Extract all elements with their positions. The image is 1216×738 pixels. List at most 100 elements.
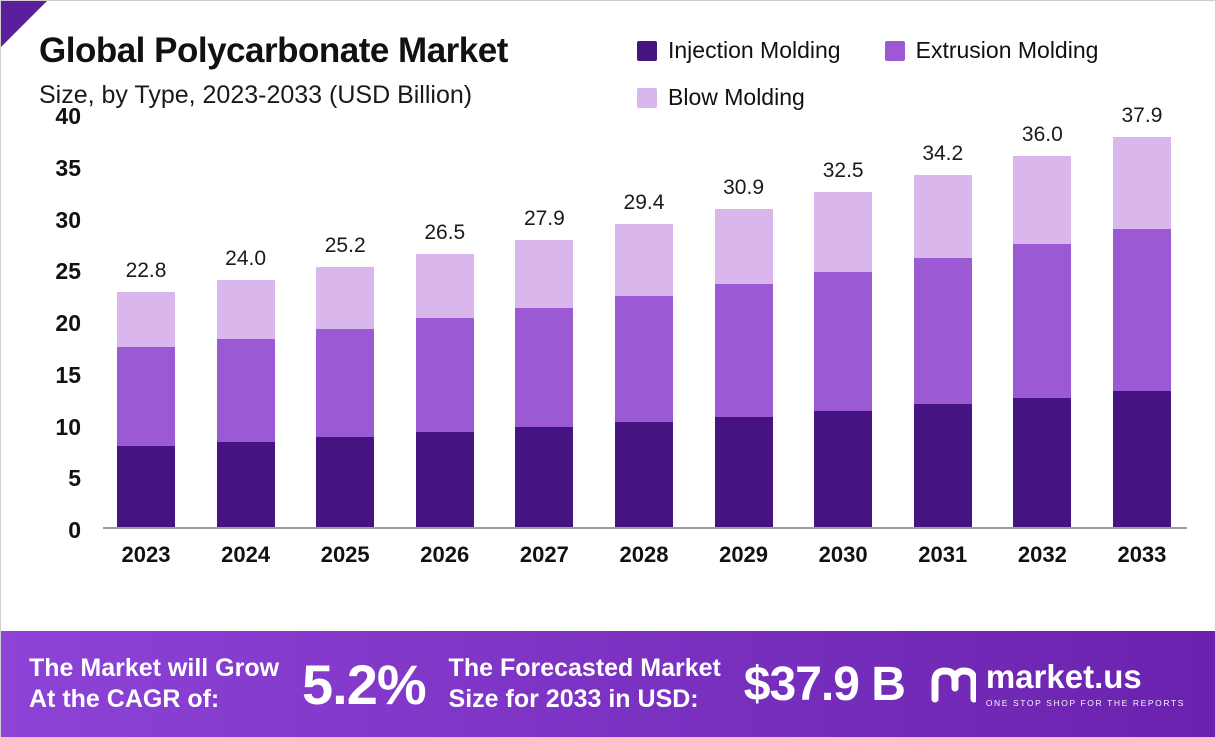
x-tick-label: 2028	[619, 542, 669, 567]
x-tick-label: 2025	[320, 542, 370, 567]
bar-segment-extrusion-molding	[1013, 243, 1072, 399]
bar-column: 32.5	[814, 159, 873, 527]
x-tick-label: 2033	[1117, 542, 1167, 567]
y-tick-label: 20	[55, 310, 81, 336]
cagr-caption: The Market will Grow At the CAGR of:	[29, 653, 279, 716]
bar-segment-extrusion-molding	[515, 307, 574, 428]
forecast-value: $37.9 B	[743, 657, 906, 711]
bar-segment-blow-molding	[117, 292, 175, 347]
bar-total-label: 27.9	[523, 206, 565, 230]
legend-swatch-icon	[884, 40, 905, 61]
bar-column: 25.2	[316, 234, 375, 527]
bar-segment-extrusion-molding	[814, 271, 873, 411]
bar-segment-injection-molding	[415, 432, 474, 527]
legend: Injection Molding Extrusion Molding Blow M…	[637, 31, 1177, 111]
y-tick-label: 0	[68, 517, 81, 543]
forecast-caption-line2: Size for 2033 in USD:	[448, 685, 699, 713]
bar-stack	[216, 279, 275, 527]
chart-area: 0 5 10 15 20 25 30 35 40 22.8 24.0 25.2 26.5 27.9 29.…	[31, 103, 1187, 631]
bar-segment-blow-molding	[1013, 156, 1072, 244]
chart-subtitle: Size, by Type, 2023-2033 (USD Billion)	[39, 81, 473, 110]
bar-total-label: 34.2	[922, 141, 964, 165]
brand-name: market.us	[985, 658, 1142, 695]
bar-total-label: 32.5	[822, 159, 864, 183]
cagr-value: 5.2%	[301, 652, 427, 716]
bar-segment-blow-molding	[415, 254, 474, 318]
x-tick-label: 2024	[221, 542, 271, 567]
bar-total-label: 22.8	[125, 259, 167, 283]
bar-segment-injection-molding	[515, 427, 574, 527]
legend-label: Injection Molding	[668, 37, 841, 63]
x-tick-label: 2030	[818, 542, 868, 567]
bar-stack	[415, 254, 474, 527]
bar-stack	[1112, 136, 1171, 527]
bar-total-label: 25.2	[324, 234, 366, 258]
forecast-caption-line1: The Forecasted Market	[448, 653, 721, 682]
forecast-caption: The Forecasted Market Size for 2033 in U…	[449, 653, 721, 716]
bar-segment-injection-molding	[913, 404, 972, 527]
bar-segment-extrusion-molding	[415, 317, 474, 433]
bar-segment-injection-molding	[1013, 398, 1072, 527]
bar-column: 27.9	[515, 206, 574, 527]
header: Global Polycarbonate Market Size, by Typ…	[1, 1, 1215, 111]
x-tick-label: 2027	[519, 542, 569, 567]
legend-swatch-icon	[637, 87, 657, 108]
bar-column: 37.9	[1112, 103, 1171, 527]
bar-segment-extrusion-molding	[714, 283, 773, 417]
bar-total-label: 36.0	[1021, 123, 1063, 147]
y-tick-label: 40	[55, 103, 81, 129]
bar-segment-extrusion-molding	[913, 258, 972, 405]
brand-logo: market.us ONE STOP SHOP FOR THE REPORTS	[928, 660, 1185, 708]
bar-stack	[117, 292, 175, 527]
bar-stack	[1013, 156, 1072, 527]
legend-label: Extrusion Molding	[915, 37, 1099, 63]
bar-segment-extrusion-molding	[117, 346, 175, 446]
market-us-logo-icon	[931, 667, 976, 703]
y-tick-label: 5	[68, 465, 81, 492]
cagr-caption-line2: At the CAGR of:	[29, 685, 220, 713]
bar-stack	[913, 174, 972, 527]
bar-segment-blow-molding	[913, 174, 972, 259]
legend-item: Blow Molding	[637, 84, 805, 111]
y-tick-label: 15	[55, 361, 81, 388]
bar-column: 36.0	[1013, 123, 1072, 527]
bar-total-label: 24.0	[225, 246, 267, 270]
y-tick-label: 35	[55, 154, 81, 181]
title-block: Global Polycarbonate Market Size, by Typ…	[39, 31, 508, 110]
bar-segment-blow-molding	[714, 208, 773, 284]
y-axis: 0 5 10 15 20 25 30 35 40	[31, 103, 89, 543]
bar-column: 22.8	[117, 259, 175, 527]
bar-segment-blow-molding	[216, 279, 275, 339]
bar-stack	[316, 267, 375, 527]
x-axis: 2023 2024 2025 2026 2027 2028 2029 2030 2031 2032…	[103, 542, 1187, 568]
x-tick-label: 2026	[420, 542, 470, 567]
cagr-caption-line1: The Market will Grow	[29, 653, 280, 682]
bar-segment-extrusion-molding	[216, 338, 275, 442]
bar-segment-blow-molding	[1112, 136, 1171, 230]
bar-column: 30.9	[714, 175, 773, 527]
bars-plot: 22.8 24.0 25.2 26.5 27.9 29.4 30.9 32.5 34.2 36.0…	[103, 104, 1187, 529]
bar-segment-blow-molding	[814, 192, 873, 272]
bar-total-label: 29.4	[623, 191, 665, 215]
bar-segment-blow-molding	[316, 267, 375, 330]
bar-segment-injection-molding	[1112, 391, 1171, 527]
legend-swatch-icon	[637, 40, 657, 61]
x-tick-label: 2029	[719, 542, 769, 567]
x-tick-label: 2031	[918, 542, 968, 567]
bar-stack	[814, 192, 873, 527]
bar-segment-injection-molding	[614, 421, 673, 527]
chart-title: Global Polycarbonate Market	[39, 31, 508, 70]
bar-stack	[614, 224, 673, 527]
bar-total-label: 37.9	[1121, 103, 1163, 127]
legend-item: Injection Molding	[637, 37, 841, 64]
bar-column: 26.5	[415, 221, 474, 527]
bar-stack	[714, 208, 773, 527]
bar-total-label: 30.9	[723, 175, 764, 199]
bar-segment-blow-molding	[614, 224, 673, 297]
bar-total-label: 26.5	[424, 221, 466, 245]
x-tick-label: 2032	[1017, 542, 1067, 567]
legend-label: Blow Molding	[668, 84, 805, 110]
brand-tagline: ONE STOP SHOP FOR THE REPORTS	[985, 698, 1185, 708]
bar-segment-injection-molding	[117, 445, 175, 527]
